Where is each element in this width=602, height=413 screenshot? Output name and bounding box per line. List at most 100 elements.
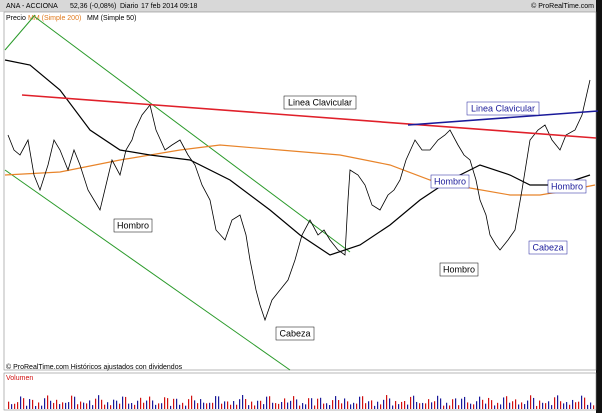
volume-bar [35, 405, 37, 409]
volume-bar [404, 400, 406, 409]
volume-bar [479, 396, 481, 409]
volume-bar [434, 401, 436, 409]
volume-bar [74, 396, 76, 409]
volume-bar [128, 403, 130, 409]
volume-bar [194, 400, 196, 409]
volume-bar [134, 404, 136, 409]
volume-bar [509, 402, 511, 409]
volume-bar [548, 401, 550, 409]
volume-bar [464, 396, 466, 409]
volume-bar [410, 396, 412, 409]
volume-bar [161, 403, 163, 409]
volume-bar [584, 397, 586, 409]
volume-bar [170, 405, 172, 409]
volume-bar [83, 402, 85, 409]
volume-bar [515, 399, 517, 409]
volume-bar [572, 399, 574, 409]
volume-bar [173, 398, 175, 409]
volume-bar [311, 398, 313, 409]
volume-bar [308, 398, 310, 409]
volume-bar [263, 404, 265, 409]
volume-bar [359, 396, 361, 409]
volume-bar [458, 405, 460, 409]
volume-bar [377, 401, 379, 409]
volume-bar [251, 401, 253, 409]
volume-bar [512, 401, 514, 409]
note-box [439, 262, 479, 277]
volume-label: Volumen [6, 375, 33, 382]
legend-ma50: MM (Simple 50) [87, 15, 136, 22]
volume-bar [341, 403, 343, 409]
volume-bar [482, 399, 484, 409]
volume-bar [530, 395, 532, 409]
price [7, 79, 591, 322]
annotation: Hombro [117, 220, 149, 230]
volume-bar [137, 400, 139, 409]
volume-bar [131, 403, 133, 409]
volume-bar [581, 395, 583, 409]
volume-bar [8, 401, 10, 409]
price-panel [3, 11, 597, 371]
volume-bar [185, 405, 187, 409]
volume-bar [407, 404, 409, 409]
note-box [113, 218, 153, 233]
header-bar [0, 0, 602, 12]
volume-bar [26, 405, 28, 409]
volume-bar [107, 402, 109, 409]
channel-lower [4, 169, 291, 371]
volume-bar [386, 395, 388, 409]
volume-bar [536, 405, 538, 409]
volume-bar [140, 397, 142, 409]
volume-bar [473, 404, 475, 409]
volume-bar [524, 404, 526, 409]
volume-bar [86, 403, 88, 409]
note-box [275, 326, 315, 341]
volume-bar [50, 400, 52, 409]
volume-bar [437, 395, 439, 409]
volume-bar [518, 404, 520, 409]
volume-panel [3, 372, 597, 411]
volume-bar [275, 403, 277, 409]
volume-bar [569, 404, 571, 409]
volume-bar [41, 405, 43, 409]
volume-bar [446, 402, 448, 409]
volume-bar [59, 404, 61, 409]
volume-bar [290, 400, 292, 409]
volume-bar [191, 395, 193, 409]
volume-bar [452, 399, 454, 409]
volume-bar [227, 401, 229, 409]
note-box [283, 95, 357, 110]
volume-bar [164, 397, 166, 409]
neckline-blue [407, 110, 599, 126]
ma200 [4, 144, 596, 196]
volume-bar [203, 402, 205, 409]
volume-bar [575, 402, 577, 409]
annotation: Cabeza [279, 328, 310, 338]
volume-bar [476, 401, 478, 409]
volume-bar [539, 400, 541, 409]
volume-bar [545, 403, 547, 409]
volume-bar [416, 401, 418, 409]
volume-bar [296, 399, 298, 409]
volume-bar [392, 405, 394, 409]
legend-price: Precio [6, 15, 26, 22]
volume-bar [53, 402, 55, 409]
volume-bar [158, 403, 160, 409]
volume-bars [8, 395, 595, 409]
volume-bar [167, 398, 169, 409]
volume-bar [332, 400, 334, 409]
volume-bar [344, 398, 346, 409]
volume-bar [113, 399, 115, 409]
volume-bar [380, 404, 382, 409]
volume-bar [470, 403, 472, 409]
volume-bar [221, 403, 223, 409]
note-box [430, 174, 470, 189]
volume-bar [401, 401, 403, 409]
volume-bar [590, 402, 592, 409]
quote: 52,36 (-0,08%) [70, 3, 116, 10]
volume-bar [395, 401, 397, 409]
volume-bar [230, 404, 232, 409]
volume-bar [44, 398, 46, 409]
volume-bar [287, 402, 289, 409]
